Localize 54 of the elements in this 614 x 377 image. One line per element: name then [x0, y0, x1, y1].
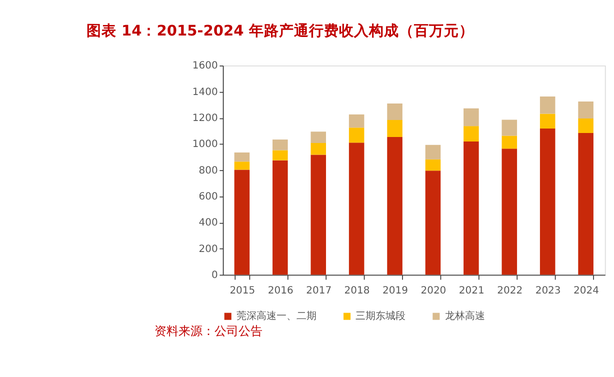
text: 资料来源：公司公告	[154, 324, 263, 338]
y-tick-label: 200	[198, 244, 218, 255]
bar	[464, 126, 479, 142]
y-tick-label: 400	[198, 218, 218, 229]
bar	[425, 159, 441, 171]
bar	[425, 170, 441, 275]
bar	[387, 120, 402, 138]
bar	[272, 150, 288, 160]
bar	[348, 128, 364, 143]
chart-title: 图表 14：2015-2024 年路产通行费收入构成（百万元）	[86, 22, 474, 40]
bar	[425, 144, 441, 160]
bar	[387, 103, 402, 120]
bar	[234, 152, 250, 162]
y-tick-label: 0	[211, 270, 218, 281]
bar	[387, 137, 402, 275]
legend-label: 龙林高速	[444, 310, 485, 322]
bar	[578, 101, 594, 118]
x-tick-label: 2023	[535, 285, 561, 296]
y-tick-label: 1200	[192, 113, 218, 124]
bar	[272, 160, 288, 275]
bar	[348, 114, 364, 128]
y-tick-label: 1400	[192, 86, 218, 98]
bar	[464, 141, 479, 275]
bar	[502, 148, 518, 275]
x-tick-label: 2020	[420, 285, 446, 296]
bar	[578, 118, 594, 133]
x-tick-label: 2019	[382, 285, 408, 296]
bar	[234, 162, 250, 170]
bar	[540, 114, 556, 129]
x-tick-label: 2016	[268, 285, 294, 296]
bar	[464, 108, 479, 126]
y-tick-label: 800	[198, 165, 218, 176]
bar	[540, 96, 556, 114]
x-tick-label: 2017	[306, 285, 332, 296]
bar	[310, 143, 326, 155]
x-tick-label: 2022	[497, 285, 523, 296]
bar	[310, 154, 326, 275]
y-tick-label: 1000	[192, 139, 218, 150]
bar	[234, 170, 250, 275]
y-tick-label: 600	[198, 191, 218, 202]
bar	[348, 142, 364, 275]
bar	[272, 140, 288, 150]
bar	[310, 132, 326, 144]
x-tick-label: 2021	[458, 285, 484, 296]
legend-label: 三期东城段	[356, 310, 406, 322]
x-tick-label: 2024	[574, 285, 599, 296]
bar	[578, 132, 594, 275]
bar	[502, 136, 518, 149]
x-tick-label: 2018	[344, 285, 370, 296]
x-tick-label: 2015	[230, 285, 256, 296]
legend-label: 莞深高速一、二期	[236, 310, 317, 322]
bar	[540, 128, 556, 275]
y-tick-label: 1600	[192, 60, 218, 72]
bar	[502, 120, 518, 136]
